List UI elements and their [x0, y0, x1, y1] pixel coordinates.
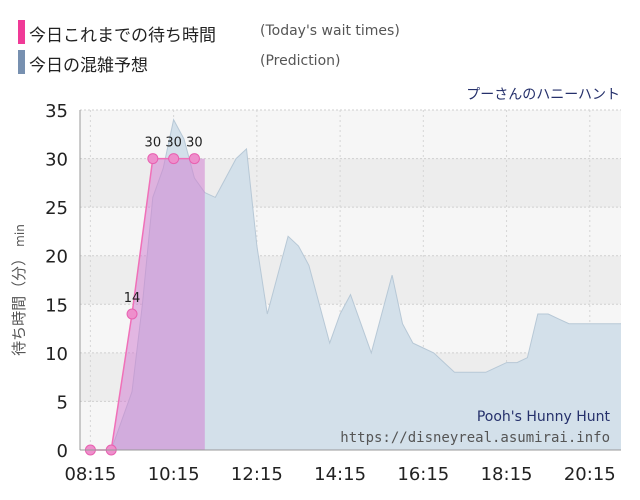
y-tick-label: 0	[57, 441, 68, 462]
legend-note-actual: (Today's wait times)	[260, 23, 400, 39]
data-label: 30	[165, 136, 182, 151]
legend-swatch-actual	[18, 20, 25, 44]
actual-area	[90, 158, 205, 450]
legend-item-actual: 今日これまでの待ち時間 (Today's wait times)	[18, 18, 478, 48]
legend: 今日これまでの待ち時間 (Today's wait times) 今日の混雑予想…	[18, 18, 478, 78]
legend-item-prediction: 今日の混雑予想 (Prediction)	[18, 48, 478, 78]
legend-label-prediction: 今日の混雑予想	[29, 56, 148, 76]
watermark-name: Pooh's Hunny Hunt	[477, 409, 611, 425]
y-tick-label: 35	[45, 101, 68, 122]
y-axis-unit: min	[13, 224, 27, 247]
y-tick-label: 20	[45, 247, 68, 268]
x-tick-label: 12:15	[231, 464, 283, 485]
data-label: 14	[124, 291, 141, 306]
attraction-name-jp: プーさんのハニーハント	[466, 87, 620, 103]
actual-point	[188, 153, 200, 165]
actual-point	[168, 153, 180, 165]
data-label: 30	[145, 136, 162, 151]
x-tick-label: 16:15	[397, 464, 449, 485]
actual-point	[126, 308, 138, 320]
prediction-area	[90, 119, 621, 450]
legend-swatch-prediction	[18, 50, 25, 74]
y-tick-label: 25	[45, 198, 68, 219]
y-tick-label: 15	[45, 295, 68, 316]
y-axis-label-text: 待ち時間（分）	[10, 251, 28, 356]
x-tick-label: 10:15	[148, 464, 200, 485]
y-tick-label: 5	[57, 392, 68, 413]
x-tick-label: 20:15	[564, 464, 616, 485]
y-tick-label: 10	[45, 344, 68, 365]
watermark-url: https://disneyreal.asumirai.info	[340, 430, 610, 446]
x-tick-label: 14:15	[314, 464, 366, 485]
legend-label-actual: 今日これまでの待ち時間	[29, 26, 216, 46]
legend-note-prediction: (Prediction)	[260, 53, 341, 69]
y-axis-label: 待ち時間（分） min	[10, 224, 28, 356]
actual-point	[147, 153, 159, 165]
y-tick-label: 30	[45, 150, 68, 171]
x-tick-label: 18:15	[481, 464, 533, 485]
data-label: 30	[186, 136, 203, 151]
x-tick-label: 08:15	[64, 464, 116, 485]
